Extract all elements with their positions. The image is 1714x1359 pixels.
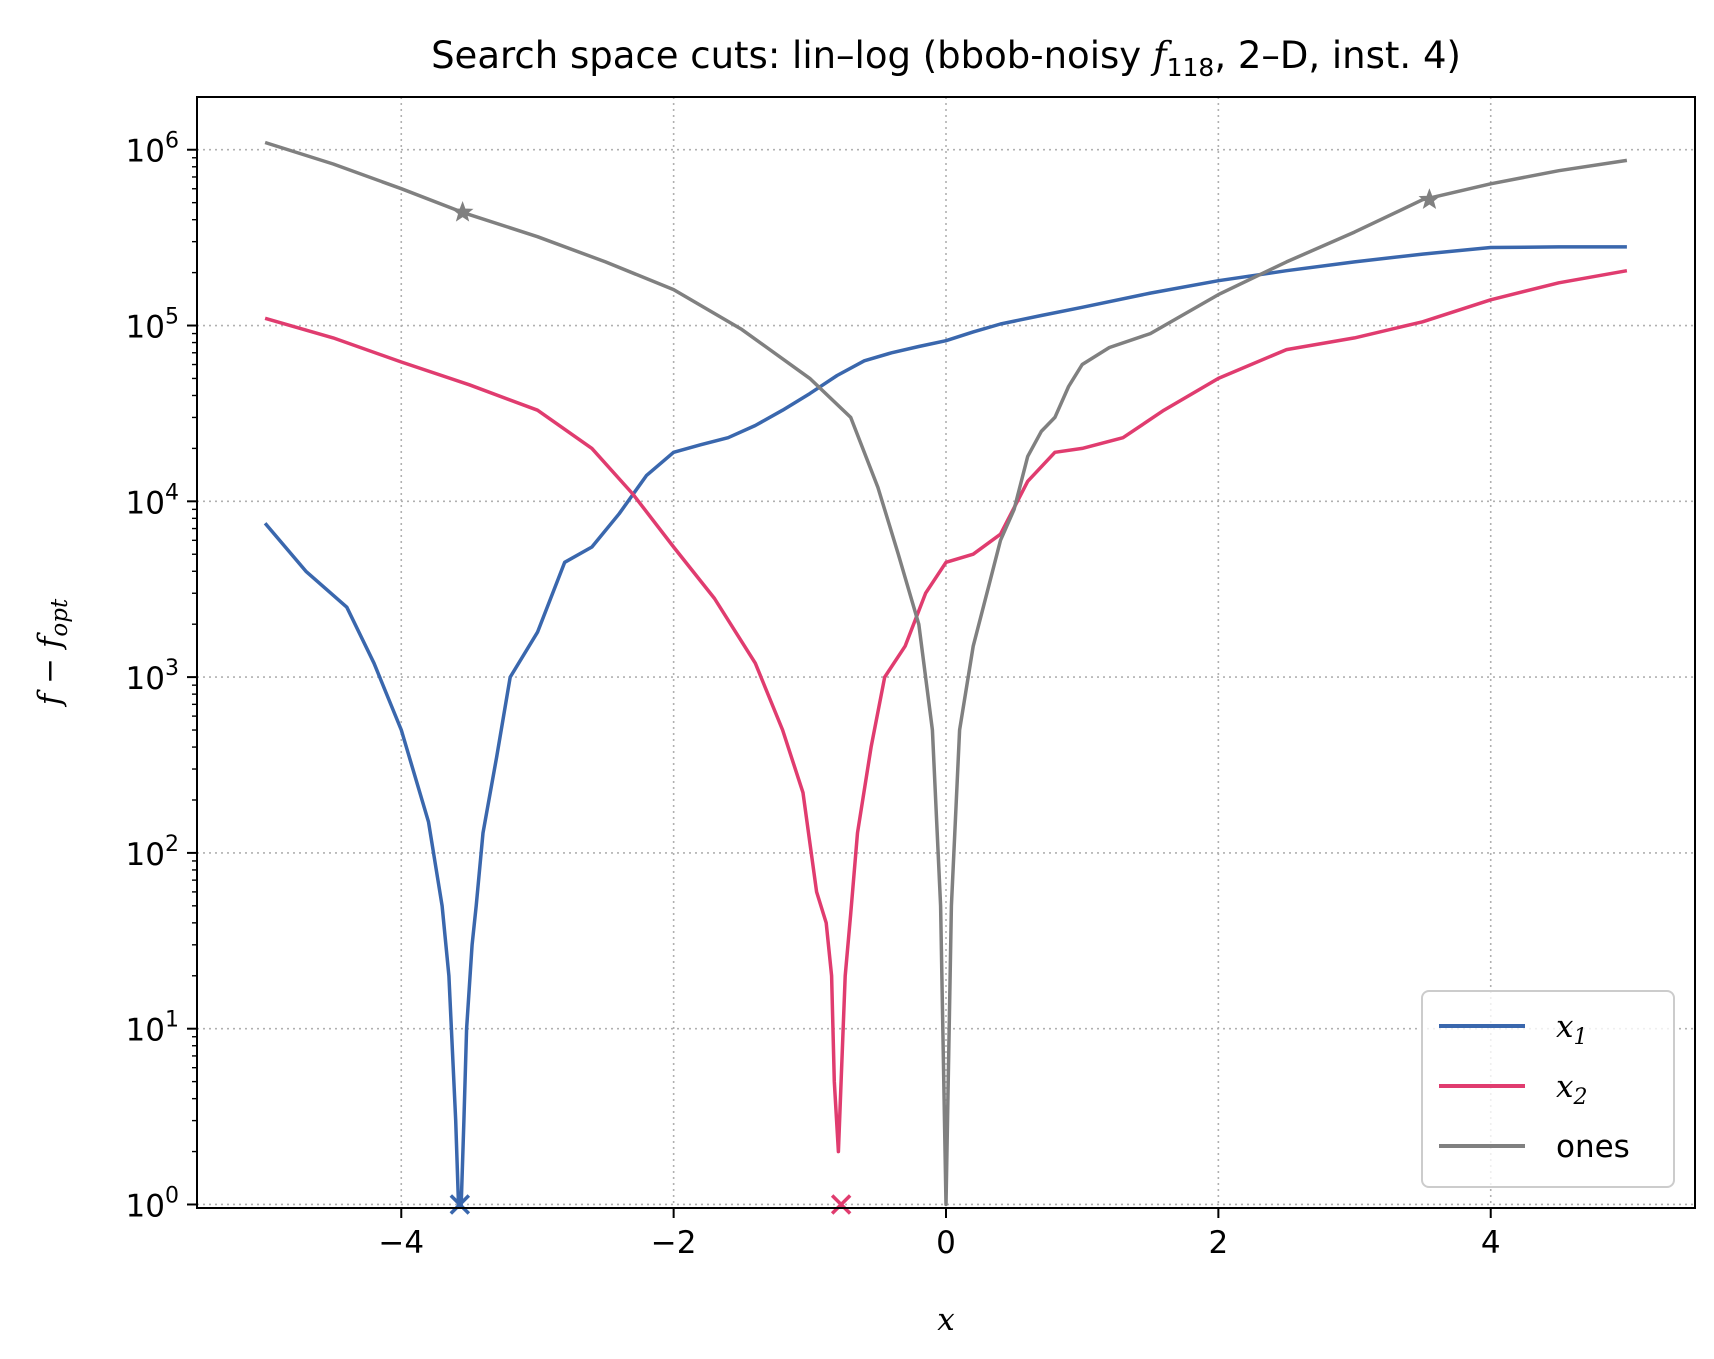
x-tick-label: 0 bbox=[936, 1225, 956, 1261]
x-tick-label: 4 bbox=[1481, 1225, 1501, 1261]
series-line-ones bbox=[264, 140, 1628, 1207]
y-tick-label: 103 bbox=[126, 656, 179, 697]
legend-box bbox=[1421, 990, 1675, 1188]
y-tick-label: 104 bbox=[126, 480, 179, 521]
x-marker-x2 bbox=[830, 1194, 852, 1215]
y-axis: 100 101 102 103 104 105 106 bbox=[126, 129, 197, 1224]
x-tick-label: 2 bbox=[1208, 1225, 1228, 1261]
x-tick-label: −2 bbox=[651, 1225, 697, 1261]
y-tick-label: 102 bbox=[126, 832, 179, 873]
star-marker-ones bbox=[451, 200, 474, 222]
y-tick-label: 106 bbox=[126, 129, 179, 170]
y-tick-label: 100 bbox=[126, 1183, 179, 1224]
legend-label-x2: x2 bbox=[1556, 1069, 1587, 1110]
markers bbox=[449, 188, 1441, 1215]
series-line-x2 bbox=[264, 268, 1628, 1154]
x-tick-label: −4 bbox=[378, 1225, 424, 1261]
legend: x1 x2 ones bbox=[1421, 990, 1675, 1188]
legend-label-x1: x1 bbox=[1556, 1009, 1587, 1050]
y-axis-label: f − fopt bbox=[32, 598, 73, 707]
series-lines bbox=[263, 140, 1628, 1207]
star-marker-ones bbox=[1418, 188, 1441, 209]
x-marker-x1 bbox=[449, 1194, 471, 1215]
y-tick-label: 101 bbox=[126, 1008, 179, 1049]
legend-label-ones: ones bbox=[1556, 1129, 1630, 1165]
x-axis: −4 −2 0 2 4 bbox=[378, 1208, 1501, 1261]
series-line-x1 bbox=[263, 245, 1627, 1207]
chart-title: Search space cuts: lin–log (bbob-noisy f… bbox=[431, 34, 1461, 82]
x-axis-label: x bbox=[937, 1302, 955, 1338]
y-tick-label: 105 bbox=[126, 305, 179, 346]
